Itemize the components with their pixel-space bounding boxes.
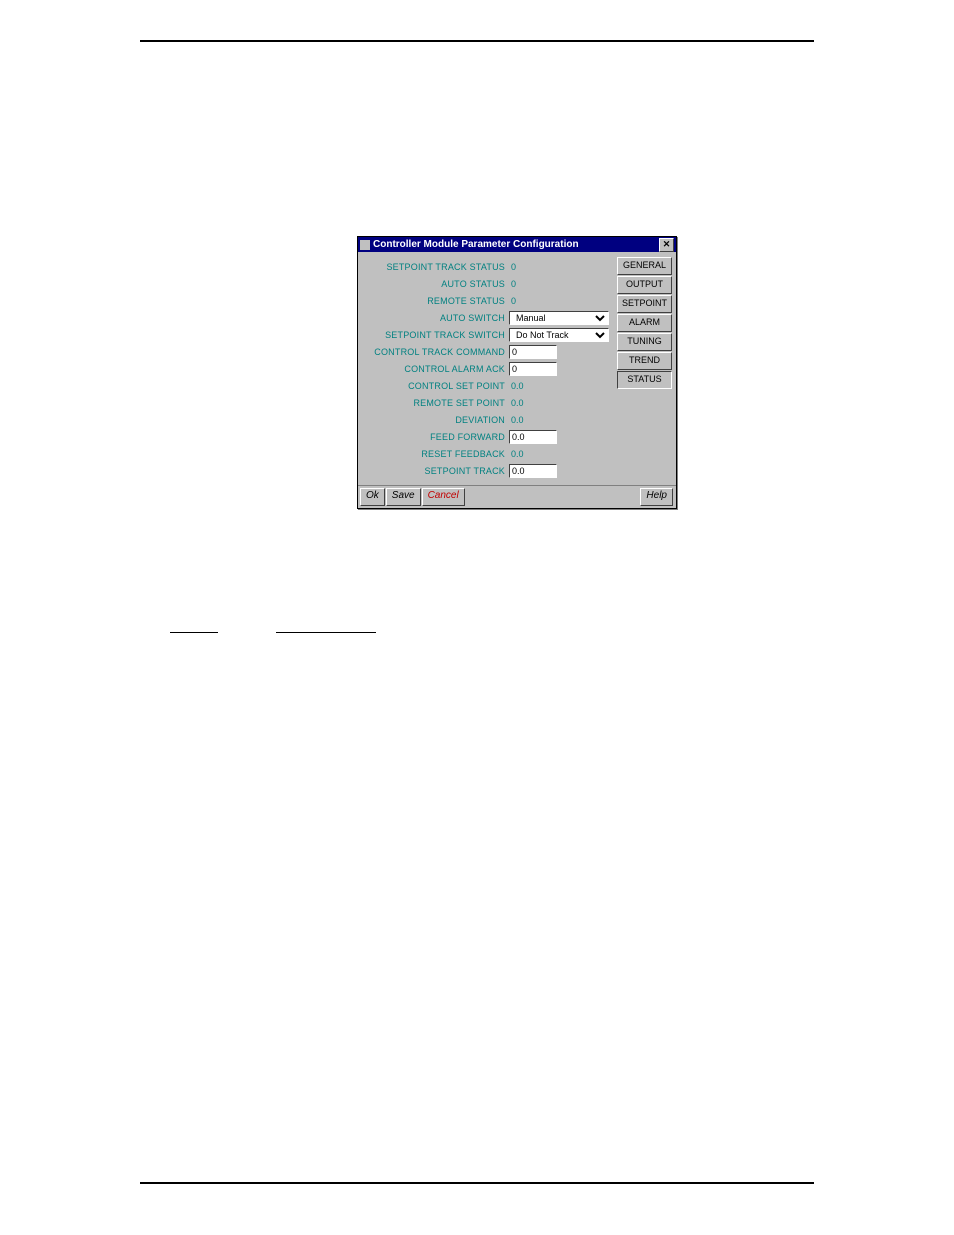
controller-config-dialog: Controller Module Parameter Configuratio…: [357, 236, 677, 509]
ok-button[interactable]: Ok: [360, 488, 385, 506]
page-rule-bottom: [140, 1182, 814, 1184]
field-value: 0.0: [509, 381, 524, 391]
field-value: 0: [509, 296, 516, 306]
field-label: REMOTE SET POINT: [360, 398, 509, 408]
form-row: CONTROL TRACK COMMAND: [360, 343, 611, 360]
field-label: AUTO SWITCH: [360, 313, 509, 323]
help-button[interactable]: Help: [640, 488, 673, 506]
tab-tuning[interactable]: TUNING: [617, 333, 672, 351]
form-row: REMOTE STATUS0: [360, 292, 611, 309]
save-button[interactable]: Save: [386, 488, 421, 506]
titlebar: Controller Module Parameter Configuratio…: [358, 237, 676, 252]
field-input[interactable]: [509, 345, 557, 359]
form-row: CONTROL SET POINT0.0: [360, 377, 611, 394]
field-label: SETPOINT TRACK STATUS: [360, 262, 509, 272]
field-input[interactable]: [509, 362, 557, 376]
tab-status[interactable]: STATUS: [617, 371, 672, 389]
cancel-button[interactable]: Cancel: [422, 488, 465, 506]
field-value: 0.0: [509, 415, 524, 425]
form-row: RESET FEEDBACK0.0: [360, 445, 611, 462]
field-value: 0: [509, 262, 516, 272]
bottom-bar: Ok Save Cancel Help: [358, 485, 676, 508]
field-label: AUTO STATUS: [360, 279, 509, 289]
field-select[interactable]: Manual: [509, 311, 609, 325]
dialog-title: Controller Module Parameter Configuratio…: [373, 239, 659, 250]
form-row: AUTO SWITCHManual: [360, 309, 611, 326]
field-input[interactable]: [509, 430, 557, 444]
tab-setpoint[interactable]: SETPOINT: [617, 295, 672, 313]
close-icon[interactable]: ✕: [659, 238, 674, 252]
tab-output[interactable]: OUTPUT: [617, 276, 672, 294]
form-row: REMOTE SET POINT0.0: [360, 394, 611, 411]
field-value: 0.0: [509, 398, 524, 408]
side-tabs: GENERALOUTPUTSETPOINTALARMTUNINGTRENDSTA…: [615, 254, 674, 483]
tab-trend[interactable]: TREND: [617, 352, 672, 370]
field-label: SETPOINT TRACK SWITCH: [360, 330, 509, 340]
tab-general[interactable]: GENERAL: [617, 257, 672, 275]
form-row: CONTROL ALARM ACK: [360, 360, 611, 377]
field-label: FEED FORWARD: [360, 432, 509, 442]
form-row: AUTO STATUS0: [360, 275, 611, 292]
field-select[interactable]: Do Not Track: [509, 328, 609, 342]
form-row: DEVIATION0.0: [360, 411, 611, 428]
field-label: DEVIATION: [360, 415, 509, 425]
form-row: SETPOINT TRACK: [360, 462, 611, 479]
form-row: SETPOINT TRACK STATUS0: [360, 258, 611, 275]
field-label: SETPOINT TRACK: [360, 466, 509, 476]
text-underline: [276, 632, 376, 633]
dialog-body: SETPOINT TRACK STATUS0AUTO STATUS0REMOTE…: [358, 252, 676, 485]
field-input[interactable]: [509, 464, 557, 478]
field-label: CONTROL SET POINT: [360, 381, 509, 391]
field-label: CONTROL ALARM ACK: [360, 364, 509, 374]
field-value: 0: [509, 279, 516, 289]
tab-alarm[interactable]: ALARM: [617, 314, 672, 332]
field-label: RESET FEEDBACK: [360, 449, 509, 459]
system-menu-icon[interactable]: [360, 240, 370, 250]
form-row: SETPOINT TRACK SWITCHDo Not Track: [360, 326, 611, 343]
field-label: CONTROL TRACK COMMAND: [360, 347, 509, 357]
text-underline: [170, 632, 218, 633]
form-row: FEED FORWARD: [360, 428, 611, 445]
field-value: 0.0: [509, 449, 524, 459]
field-label: REMOTE STATUS: [360, 296, 509, 306]
page-rule-top: [140, 40, 814, 42]
form-area: SETPOINT TRACK STATUS0AUTO STATUS0REMOTE…: [360, 254, 615, 483]
